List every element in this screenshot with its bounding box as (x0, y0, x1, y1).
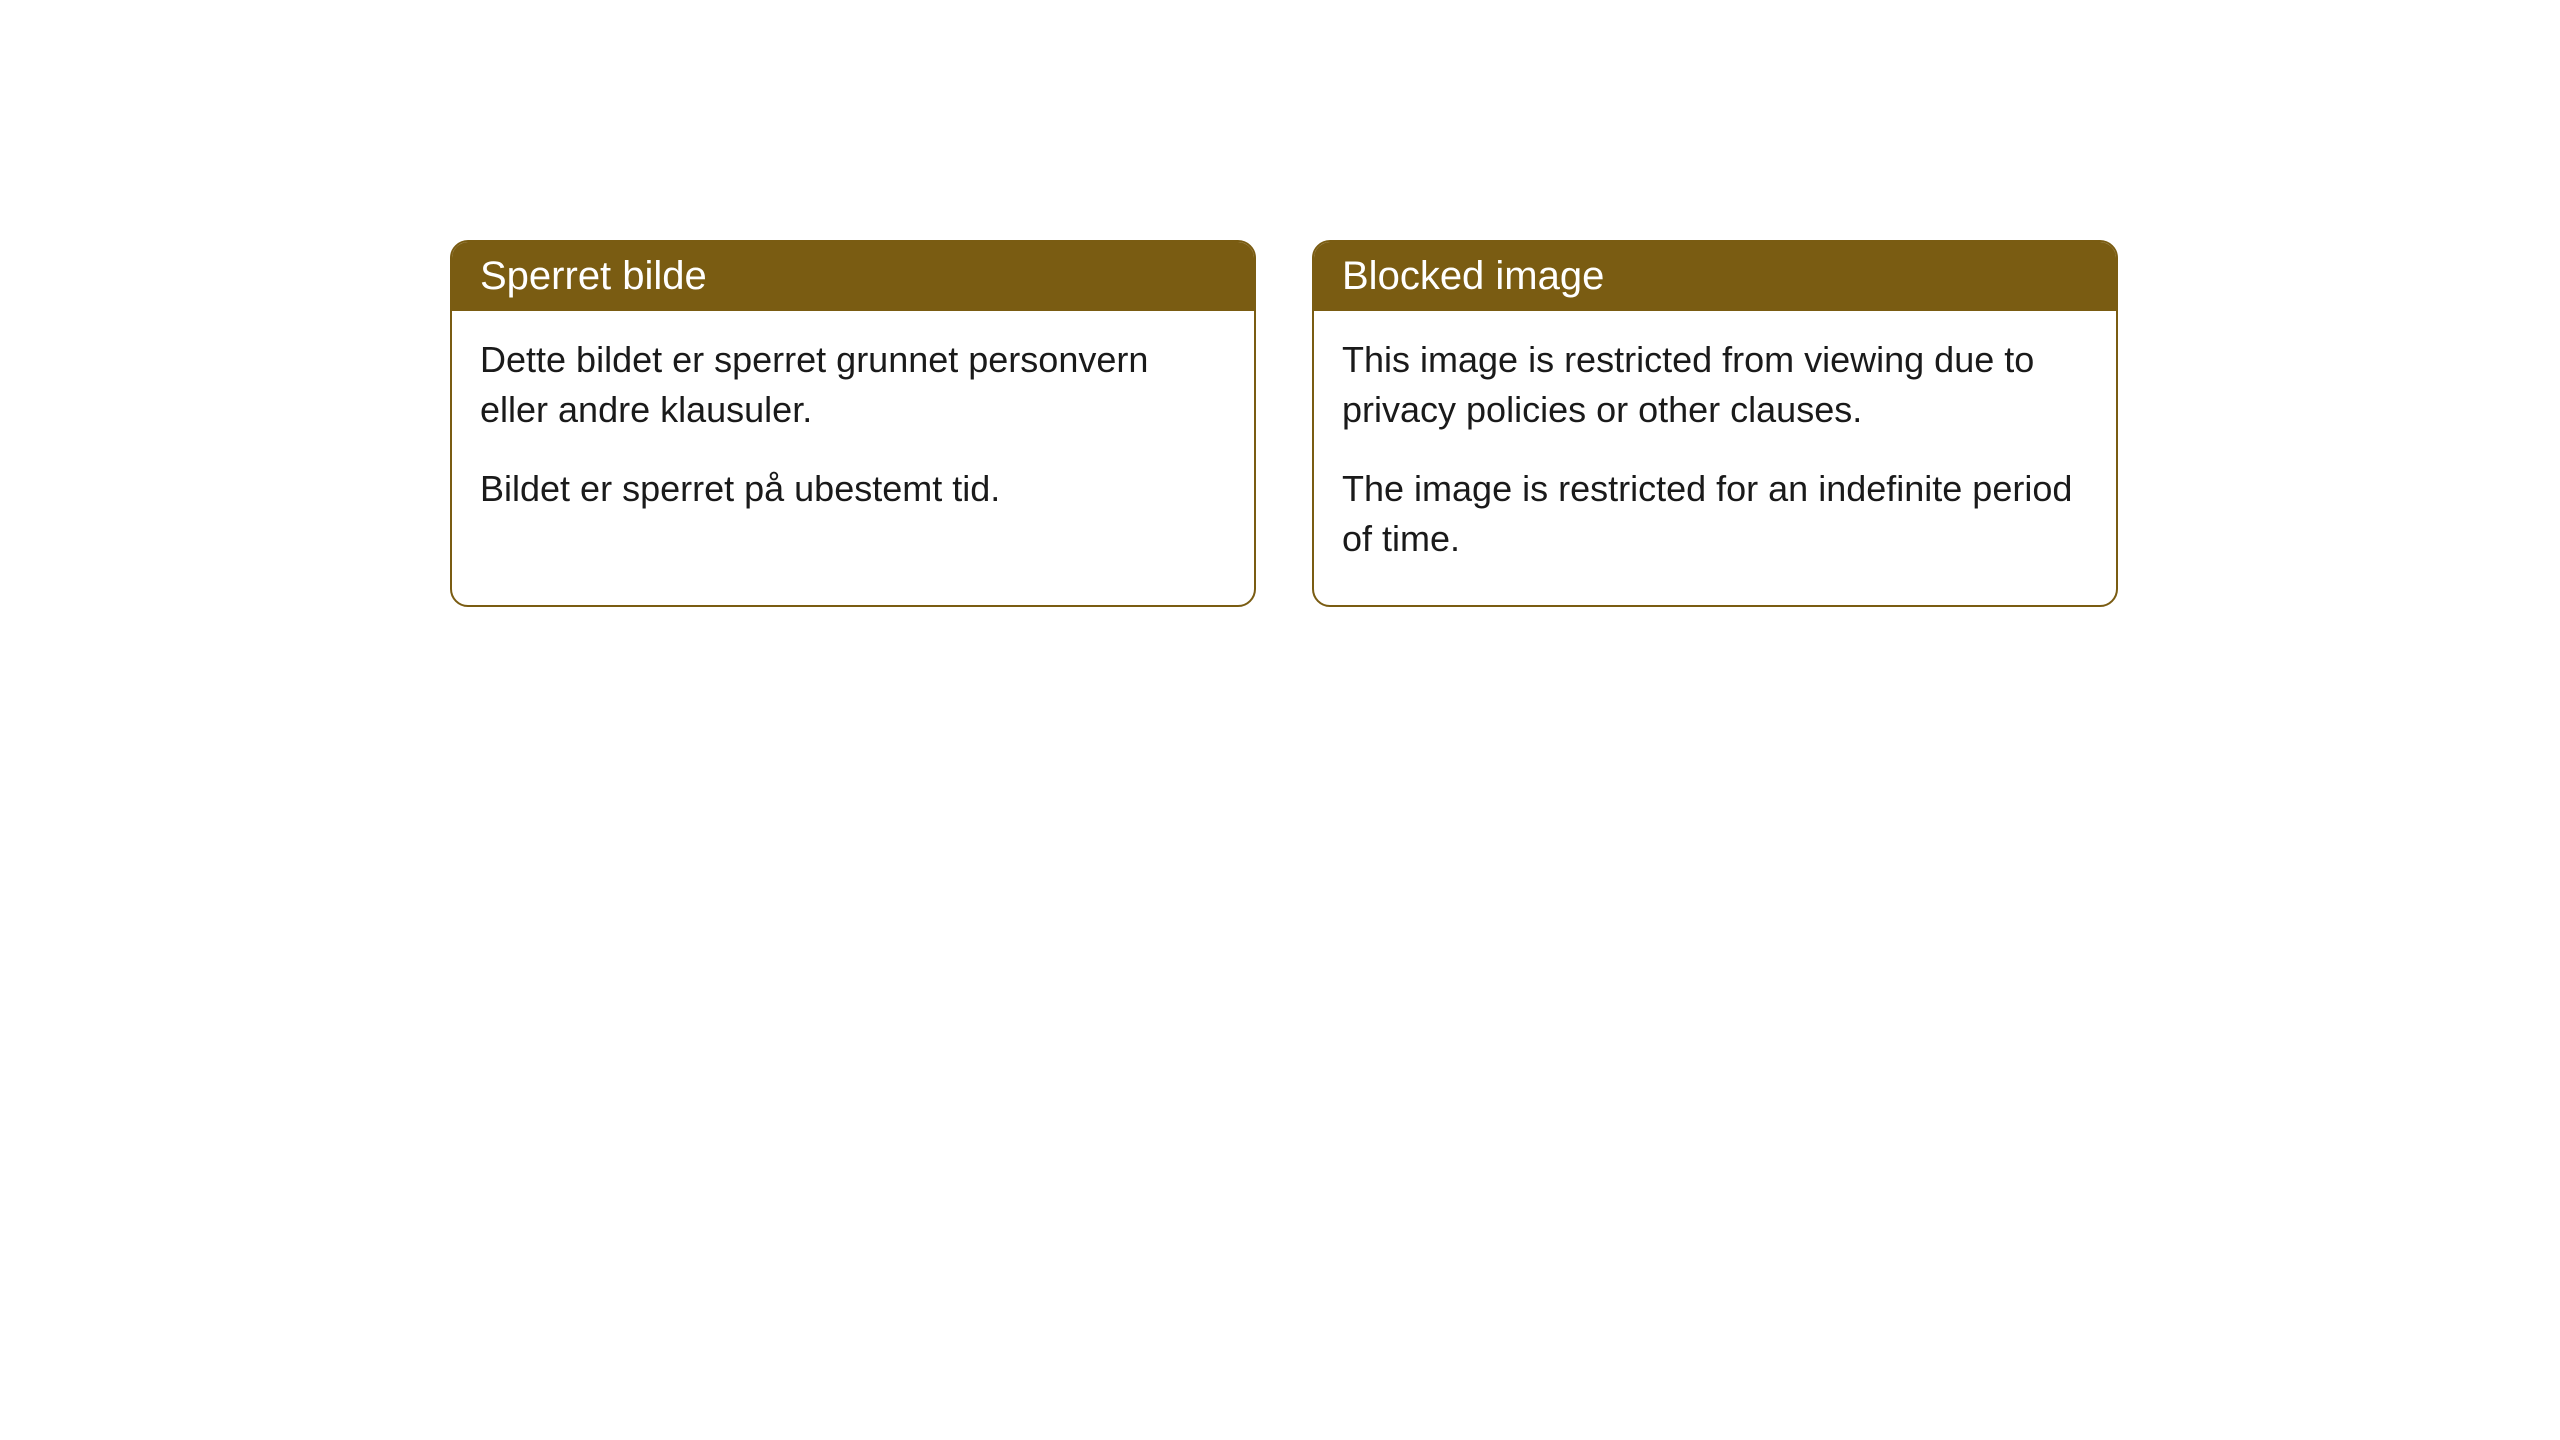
card-paragraph-2-norwegian: Bildet er sperret på ubestemt tid. (480, 464, 1226, 514)
card-paragraph-2-english: The image is restricted for an indefinit… (1342, 464, 2088, 565)
card-title-norwegian: Sperret bilde (480, 254, 707, 298)
card-title-english: Blocked image (1342, 254, 1604, 298)
blocked-image-card-norwegian: Sperret bilde Dette bildet er sperret gr… (450, 240, 1256, 607)
card-header-english: Blocked image (1314, 242, 2116, 311)
card-paragraph-1-english: This image is restricted from viewing du… (1342, 335, 2088, 436)
card-header-norwegian: Sperret bilde (452, 242, 1254, 311)
card-body-english: This image is restricted from viewing du… (1314, 311, 2116, 605)
card-paragraph-1-norwegian: Dette bildet er sperret grunnet personve… (480, 335, 1226, 436)
card-body-norwegian: Dette bildet er sperret grunnet personve… (452, 311, 1254, 554)
blocked-image-card-english: Blocked image This image is restricted f… (1312, 240, 2118, 607)
notice-cards-container: Sperret bilde Dette bildet er sperret gr… (450, 240, 2560, 607)
